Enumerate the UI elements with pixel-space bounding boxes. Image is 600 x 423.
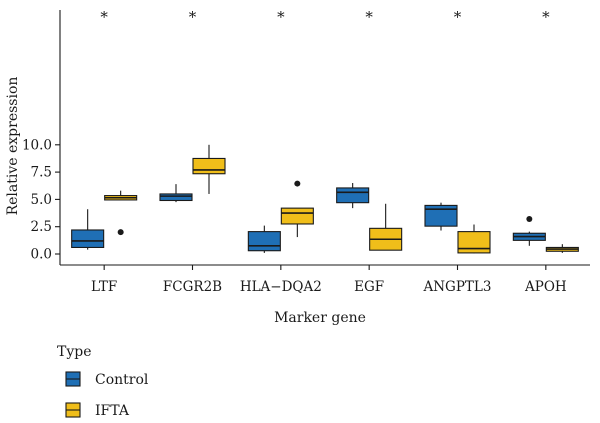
box-ifta-fcgr2b	[192, 157, 226, 175]
box-ifta-hla-dqa2	[280, 207, 314, 225]
axes: Marker gene Relative expression 0.0 2.5 5.…	[5, 10, 590, 326]
significance-marker-hla-dqa2: *	[277, 8, 285, 26]
y-axis-title: Relative expression	[5, 77, 21, 216]
y-tick-label: 2.5	[31, 219, 52, 235]
box-ifta-angptl3	[457, 231, 491, 254]
y-tick-label: 0.0	[31, 247, 52, 263]
significance-marker-egf: *	[365, 8, 373, 26]
box-control-egf	[336, 187, 370, 204]
box-control-fcgr2b	[159, 193, 193, 202]
legend-label-ifta: IFTA	[95, 403, 130, 419]
x-tick-label-egf: EGF	[354, 279, 384, 295]
x-tick-label-ltf: LTF	[91, 279, 117, 295]
x-tick-label-apoh: APOH	[524, 279, 567, 295]
legend-title: Type	[57, 344, 92, 360]
box-control-hla-dqa2	[247, 231, 281, 252]
x-tick-label-fcgr2b: FCGR2B	[163, 279, 222, 295]
plot-area: * * * * * *	[71, 8, 579, 254]
y-tick-label: 5.0	[31, 192, 52, 208]
x-axis-title: Marker gene	[274, 310, 366, 326]
significance-marker-fcgr2b: *	[189, 8, 197, 26]
box-control-ltf	[71, 229, 105, 248]
legend-label-control: Control	[95, 372, 149, 388]
significance-marker-ltf: *	[100, 8, 108, 26]
x-tick-label-hla-dqa2: HLA−DQA2	[240, 279, 322, 295]
significance-marker-angptl3: *	[454, 8, 462, 26]
legend: Type Control IFTA	[57, 344, 149, 419]
outlier-ifta-hla-dqa2	[294, 180, 301, 187]
significance-marker-apoh: *	[542, 8, 550, 26]
outlier-control-apoh	[526, 216, 533, 223]
x-tick-label-angptl3: ANGPTL3	[423, 279, 492, 295]
outlier-ifta-ltf	[117, 229, 124, 236]
y-tick-label: 10.0	[22, 137, 52, 153]
y-tick-label: 7.5	[31, 165, 52, 181]
box-control-angptl3	[424, 204, 458, 227]
